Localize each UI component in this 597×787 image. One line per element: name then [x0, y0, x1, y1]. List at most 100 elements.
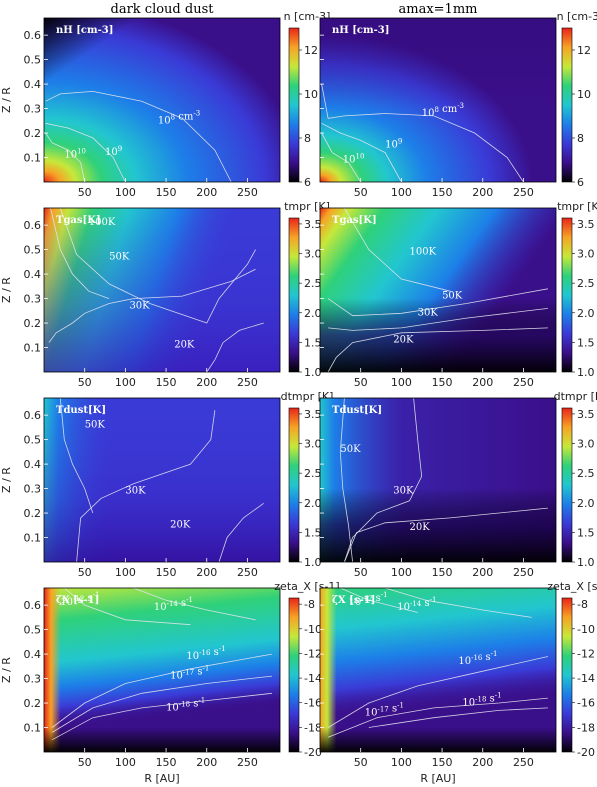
contour-line — [51, 675, 272, 733]
heatmap-panel: 10-12 s-1 10-14 s-1 10-16 s-1 10-17 s-1 10-1… — [319, 580, 597, 769]
x-tick-label: 200 — [196, 186, 217, 199]
x-tick-label: 250 — [237, 186, 258, 199]
colorbar-gradient — [288, 407, 300, 563]
y-tick-label: 0.3 — [24, 673, 42, 686]
contour-line — [218, 502, 264, 562]
colorbar: zeta_X [s-1]-8-10-12-14-16-18-20 — [547, 580, 597, 759]
y-tick-label: 0.6 — [24, 409, 42, 422]
contour-label: 50K — [85, 419, 106, 430]
y-tick-label: 0.4 — [24, 458, 42, 471]
x-tick-label: 200 — [472, 756, 493, 769]
colorbar-label: n [cm-3] — [557, 10, 597, 23]
colorbar-tick-label: -18 — [577, 721, 595, 734]
heatmap-layer — [44, 208, 280, 372]
colorbar-tick-label: 3.0 — [304, 248, 322, 261]
x-tick-label: 150 — [156, 566, 177, 579]
contour-line — [133, 588, 256, 621]
x-tick-label: 100 — [115, 566, 136, 579]
contour-line — [339, 398, 353, 562]
colorbar-tick-label: -20 — [577, 746, 595, 759]
colorbar-tick-label: 1.0 — [304, 366, 322, 379]
x-tick-label: 150 — [432, 186, 453, 199]
contour-label: 109 — [105, 145, 122, 158]
x-tick-label: 200 — [472, 376, 493, 389]
contour-line — [321, 84, 524, 182]
heatmap-layer — [320, 398, 556, 562]
x-tick-label: 200 — [472, 566, 493, 579]
contour-label: 10-14 s-1 — [397, 596, 436, 613]
contour-line — [327, 697, 548, 738]
colorbar-tick-label: 2.0 — [577, 307, 595, 320]
colorbar-tick-label: -18 — [304, 721, 322, 734]
plot-frame — [43, 17, 281, 183]
x-tick-label: 100 — [115, 376, 136, 389]
x-tick-label: 100 — [391, 756, 412, 769]
contour-label: 10-16 s-1 — [458, 650, 497, 667]
x-tick-label: 100 — [115, 186, 136, 199]
colorbar-tick-label: 1.5 — [577, 336, 595, 349]
contour-label: 10-17 s-1 — [365, 701, 404, 718]
heatmap-panel: 50K 30K 20K Tdust[K] 50 100 150 200 250 0.1 0.2 0.3… — [0, 390, 333, 579]
y-tick-label: 0.1 — [24, 722, 42, 735]
colorbar-label: zeta_X [s-1] — [547, 580, 597, 593]
x-tick-label: 250 — [513, 186, 534, 199]
colorbar: n [cm-3] 6 8 10 12 — [284, 10, 331, 189]
colorbar-tick-label: 2.5 — [304, 467, 322, 480]
colorbar-tick-label: -14 — [304, 672, 322, 685]
y-axis-label: Z / R — [0, 87, 13, 113]
contour-label: 30K — [393, 485, 414, 496]
heatmap-layer — [320, 588, 556, 752]
contour-label: 20K — [410, 522, 431, 533]
contour-line — [51, 653, 272, 728]
colorbar-label: dtmpr [K] — [554, 390, 597, 403]
x-tick-label: 200 — [196, 376, 217, 389]
colorbar-tick-label: -8 — [304, 598, 315, 611]
panel-tag: ζX [s-1] — [332, 595, 375, 606]
panel-tag: Tgas[K] — [332, 215, 377, 226]
y-tick-label: 0.1 — [24, 152, 42, 165]
plot-frame — [319, 207, 557, 373]
contour-label: 10-18 s-1 — [166, 696, 205, 713]
contour-line — [59, 208, 256, 324]
y-tick-label: 0.4 — [24, 648, 42, 661]
y-tick-label: 0.4 — [24, 268, 42, 281]
contour-label: 50K — [340, 444, 361, 455]
contour-line — [45, 132, 86, 182]
x-tick-label: 250 — [513, 376, 534, 389]
colorbar-label: tmpr [K] — [557, 200, 597, 213]
x-axis-label: R [AU] — [144, 772, 179, 785]
heatmap-panel: 108 cm-3 1010 109 nH [cm-3] 50 100 150 200 250 0.… — [0, 10, 330, 199]
contour-line — [64, 588, 191, 626]
contour-line — [327, 656, 548, 728]
plot-frame — [43, 397, 281, 563]
colorbar-tick-label: 3.0 — [304, 438, 322, 451]
contour-label: 100K — [89, 217, 116, 228]
x-tick-label: 250 — [237, 566, 258, 579]
colorbar-tick-label: 12 — [577, 44, 591, 57]
colorbar-tick-label: -8 — [577, 598, 588, 611]
y-tick-label: 0.1 — [24, 532, 42, 545]
x-tick-label: 100 — [115, 756, 136, 769]
plot-frame — [319, 17, 557, 183]
colorbar-tick-label: 2.5 — [577, 467, 595, 480]
x-tick-label: 150 — [432, 376, 453, 389]
colorbar-tick-label: 6 — [304, 176, 311, 189]
colorbar-tick-label: 2.0 — [304, 497, 322, 510]
contour-line — [45, 122, 126, 182]
contour-label: 30K — [129, 300, 150, 311]
y-tick-label: 0.1 — [24, 342, 42, 355]
colorbar-tick-label: 6 — [577, 176, 584, 189]
contour-line — [59, 398, 94, 514]
x-tick-label: 250 — [237, 756, 258, 769]
colorbar-tick-label: 1.0 — [304, 556, 322, 569]
colorbar-gradient — [561, 217, 573, 373]
contour-label: 1010 — [343, 152, 365, 165]
x-tick-label: 100 — [391, 566, 412, 579]
colorbar-label: n [cm-3] — [284, 10, 331, 23]
x-tick-label: 50 — [78, 566, 92, 579]
x-tick-label: 50 — [354, 376, 368, 389]
colorbar: zeta_X [s-1]-8-10-12-14-16-18-20 — [274, 580, 339, 759]
colorbar-gradient — [288, 597, 300, 753]
y-tick-label: 0.3 — [24, 103, 42, 116]
contour-label: 50K — [109, 251, 130, 262]
